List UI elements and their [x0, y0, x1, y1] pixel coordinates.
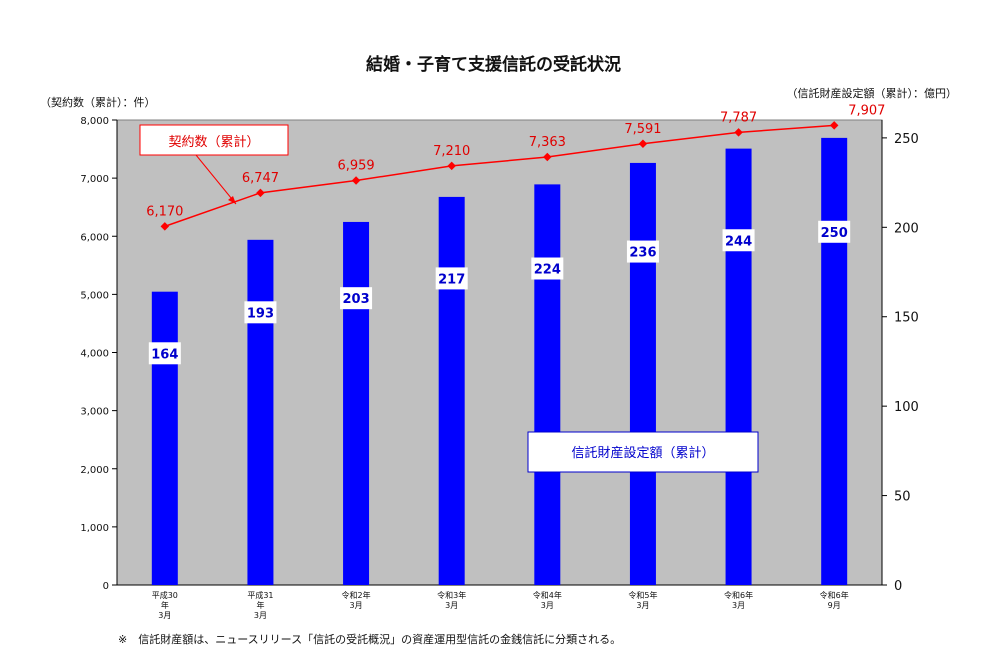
bar-legend-label: 信託財産設定額（累計）: [571, 445, 714, 461]
x-axis-tick-label: 3月: [254, 611, 267, 620]
right-axis-tick-label: 150: [894, 311, 919, 326]
x-axis-tick-label: 3月: [732, 601, 745, 610]
bar: [438, 196, 465, 585]
x-axis-tick-label: 令和6年: [820, 590, 849, 600]
line-point: [160, 222, 170, 231]
left-axis-tick-label: 1,000: [80, 523, 109, 534]
left-axis-tick-label: 5,000: [80, 290, 109, 301]
bar: [534, 184, 561, 585]
right-axis-tick-label: 250: [894, 132, 919, 147]
x-axis-tick-label: 令和5年: [628, 590, 657, 600]
bar-value-label: 164: [151, 347, 178, 362]
bar-value-label: 203: [342, 292, 369, 307]
bar-label-box: [818, 220, 851, 243]
left-axis-tick-label: 8,000: [80, 116, 109, 127]
x-axis-tick-label: 令和6年: [724, 590, 753, 600]
line-value-label: 6,170: [146, 204, 183, 219]
bar-label-box: [148, 342, 181, 365]
x-axis-tick-label: 3月: [541, 601, 554, 610]
line-value-label: 7,363: [529, 135, 566, 150]
right-axis-tick-label: 50: [894, 490, 911, 505]
line-value-label: 7,210: [433, 144, 470, 159]
line-point: [351, 176, 361, 185]
bar-label-box: [722, 229, 755, 252]
x-axis-tick-label: 9月: [828, 601, 841, 610]
bar-value-label: 244: [725, 234, 752, 249]
bar-label-box: [340, 287, 373, 310]
left-axis-tick-label: 2,000: [80, 465, 109, 476]
bar-value-label: 217: [438, 272, 465, 287]
bar-label-box: [531, 257, 564, 280]
right-axis-tick-label: 0: [894, 579, 902, 594]
x-axis-tick-label: 年: [256, 600, 264, 610]
plot-area: [116, 119, 883, 586]
line-point: [256, 188, 265, 198]
left-axis-unit: （契約数（累計）：件）: [40, 96, 156, 109]
line-value-label: 7,591: [624, 122, 661, 137]
right-axis-unit: （信託財産設定額（累計）：億円）: [786, 87, 958, 100]
x-axis-tick-label: 令和4年: [533, 590, 562, 600]
x-axis-tick-label: 令和2年: [342, 590, 371, 600]
left-axis-tick-label: 0: [103, 581, 109, 592]
line-value-label: 7,787: [720, 110, 757, 125]
x-axis-tick-label: 3月: [158, 611, 171, 620]
bar: [151, 291, 178, 585]
bar: [629, 162, 656, 585]
x-axis-tick-label: 年: [161, 600, 169, 610]
bar: [725, 148, 752, 585]
contract-line: [164, 124, 835, 228]
left-axis-tick-label: 6,000: [80, 232, 109, 243]
bar-value-label: 236: [629, 246, 656, 261]
bar-label-box: [435, 267, 468, 290]
chart-title: 結婚・子育て支援信託の受託状況: [366, 55, 621, 75]
bar: [343, 221, 370, 585]
footnote: ※ 信託財産額は、ニュースリリース「信託の受託概況」の資産運用型信託の金銭信託に…: [118, 633, 622, 646]
bar: [821, 137, 848, 585]
line-legend-label: 契約数（累計）: [168, 134, 259, 150]
left-axis-tick-label: 7,000: [80, 174, 109, 185]
bar-label-box: [244, 301, 277, 324]
bar-value-label: 193: [247, 306, 274, 321]
line-legend-leader: [195, 154, 237, 205]
line-legend-arrow: [228, 196, 236, 204]
bar: [247, 239, 274, 586]
bar-label-box: [626, 240, 659, 263]
line-legend-box: [139, 124, 289, 156]
line-value-label: 7,907: [848, 103, 885, 118]
x-axis-tick-label: 平成31: [247, 590, 273, 600]
line-value-label: 6,747: [242, 171, 279, 186]
bar-legend-box: [527, 431, 759, 473]
x-axis-tick-label: 3月: [445, 601, 458, 610]
right-axis-tick-label: 100: [894, 400, 919, 415]
left-axis-tick-label: 4,000: [80, 349, 109, 360]
left-axis-tick-label: 3,000: [80, 407, 109, 418]
bar-value-label: 250: [821, 226, 848, 241]
line-point: [447, 161, 456, 171]
bar-value-label: 224: [534, 263, 561, 278]
x-axis-tick-label: 令和3年: [437, 590, 466, 600]
right-axis-tick-label: 200: [894, 221, 919, 236]
line-value-label: 6,959: [337, 159, 374, 174]
x-axis-tick-label: 3月: [636, 601, 649, 610]
x-axis-tick-label: 3月: [350, 601, 363, 610]
x-axis-tick-label: 平成30: [152, 590, 178, 600]
